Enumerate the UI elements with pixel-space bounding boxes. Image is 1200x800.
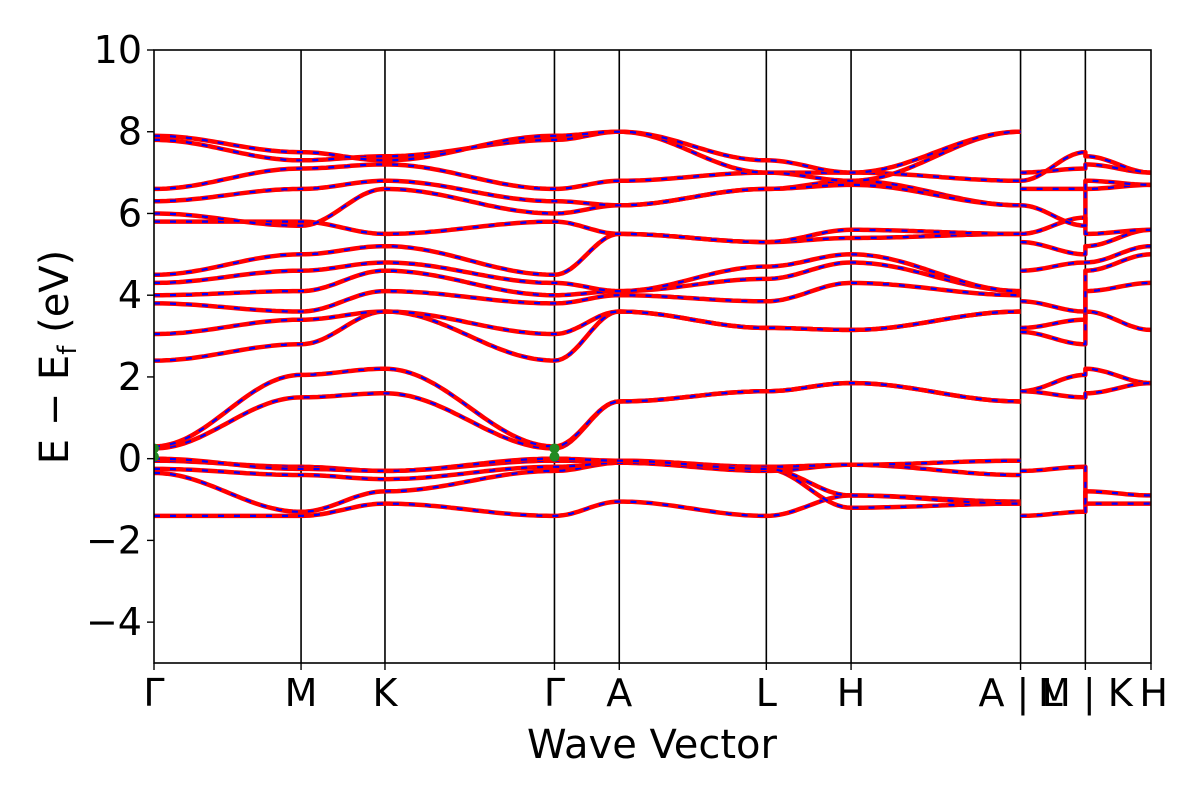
band-line-spin-down (154, 232, 1021, 276)
band-line-spin-down (154, 253, 1021, 293)
y-tick-label: 0 (118, 437, 142, 481)
band-line-spin-down (1020, 367, 1151, 393)
band-lines (154, 129, 1151, 519)
band-line-spin-down (1020, 183, 1151, 227)
y-axis-title-sub: f (53, 345, 83, 355)
x-tick-label: M (285, 671, 318, 715)
y-tick-label: 6 (118, 191, 142, 235)
plot-background (154, 50, 1151, 663)
gamma-markers (154, 443, 560, 462)
band-line-spin-down (1020, 382, 1151, 399)
band-line-spin-down (1020, 163, 1151, 174)
x-tick-label: H (837, 671, 866, 715)
band-line-spin-up (1020, 227, 1151, 257)
band-line-spin-down (154, 179, 1021, 207)
kpoint-separator-lines (300, 50, 1087, 663)
band-line-spin-down (154, 163, 1021, 190)
band-line-spin-down (154, 310, 1021, 362)
band-line-spin-down (1020, 179, 1151, 190)
band-line-spin-down (154, 457, 1021, 505)
x-axis-title: Wave Vector (527, 722, 778, 768)
band-line-spin-down (154, 179, 1021, 227)
y-axis-ticks: −4 −2 0 2 4 6 8 10 (86, 28, 154, 644)
band-line-spin-down (1020, 245, 1151, 272)
y-tick-label: 4 (118, 273, 142, 317)
y-tick-label: −4 (86, 600, 142, 644)
band-line-spin-up (1020, 149, 1151, 184)
y-axis-title-unit: (eV) (32, 250, 78, 346)
y-axis-title-main: E − E (32, 355, 78, 465)
x-tick-label: H (1139, 671, 1168, 715)
band-line-spin-down (154, 220, 1021, 244)
y-tick-label: 10 (94, 28, 142, 72)
band-marker-point (549, 451, 560, 462)
band-line-spin-down (1020, 465, 1151, 505)
band-line-spin-down (154, 310, 1021, 336)
y-tick-label: 2 (118, 355, 142, 399)
x-tick-label: Γ (544, 671, 565, 715)
band-line-spin-down (154, 367, 1021, 448)
band-marker-point (154, 443, 159, 454)
x-tick-label: A (606, 671, 632, 715)
band-line-spin-down (154, 261, 1021, 297)
band-marker-point (549, 443, 560, 454)
y-tick-label: 8 (118, 110, 142, 154)
x-tick-label: M | K (1038, 671, 1134, 716)
x-tick-label: A | L (978, 671, 1062, 716)
band-line-spin-down (154, 130, 1021, 174)
x-tick-label: K (373, 671, 399, 715)
band-marker-point (154, 451, 159, 462)
band-line-spin-up (1020, 252, 1151, 314)
x-tick-label: Γ (143, 671, 164, 715)
band-line-spin-down (154, 281, 1021, 313)
y-tick-label: −2 (86, 518, 142, 562)
x-tick-label: L (756, 671, 777, 715)
band-line-spin-down (154, 494, 1021, 517)
band-line-spin-down (1020, 281, 1151, 346)
plot-frame (153, 49, 1152, 664)
y-axis-title: E − Ef (eV) (32, 250, 83, 465)
